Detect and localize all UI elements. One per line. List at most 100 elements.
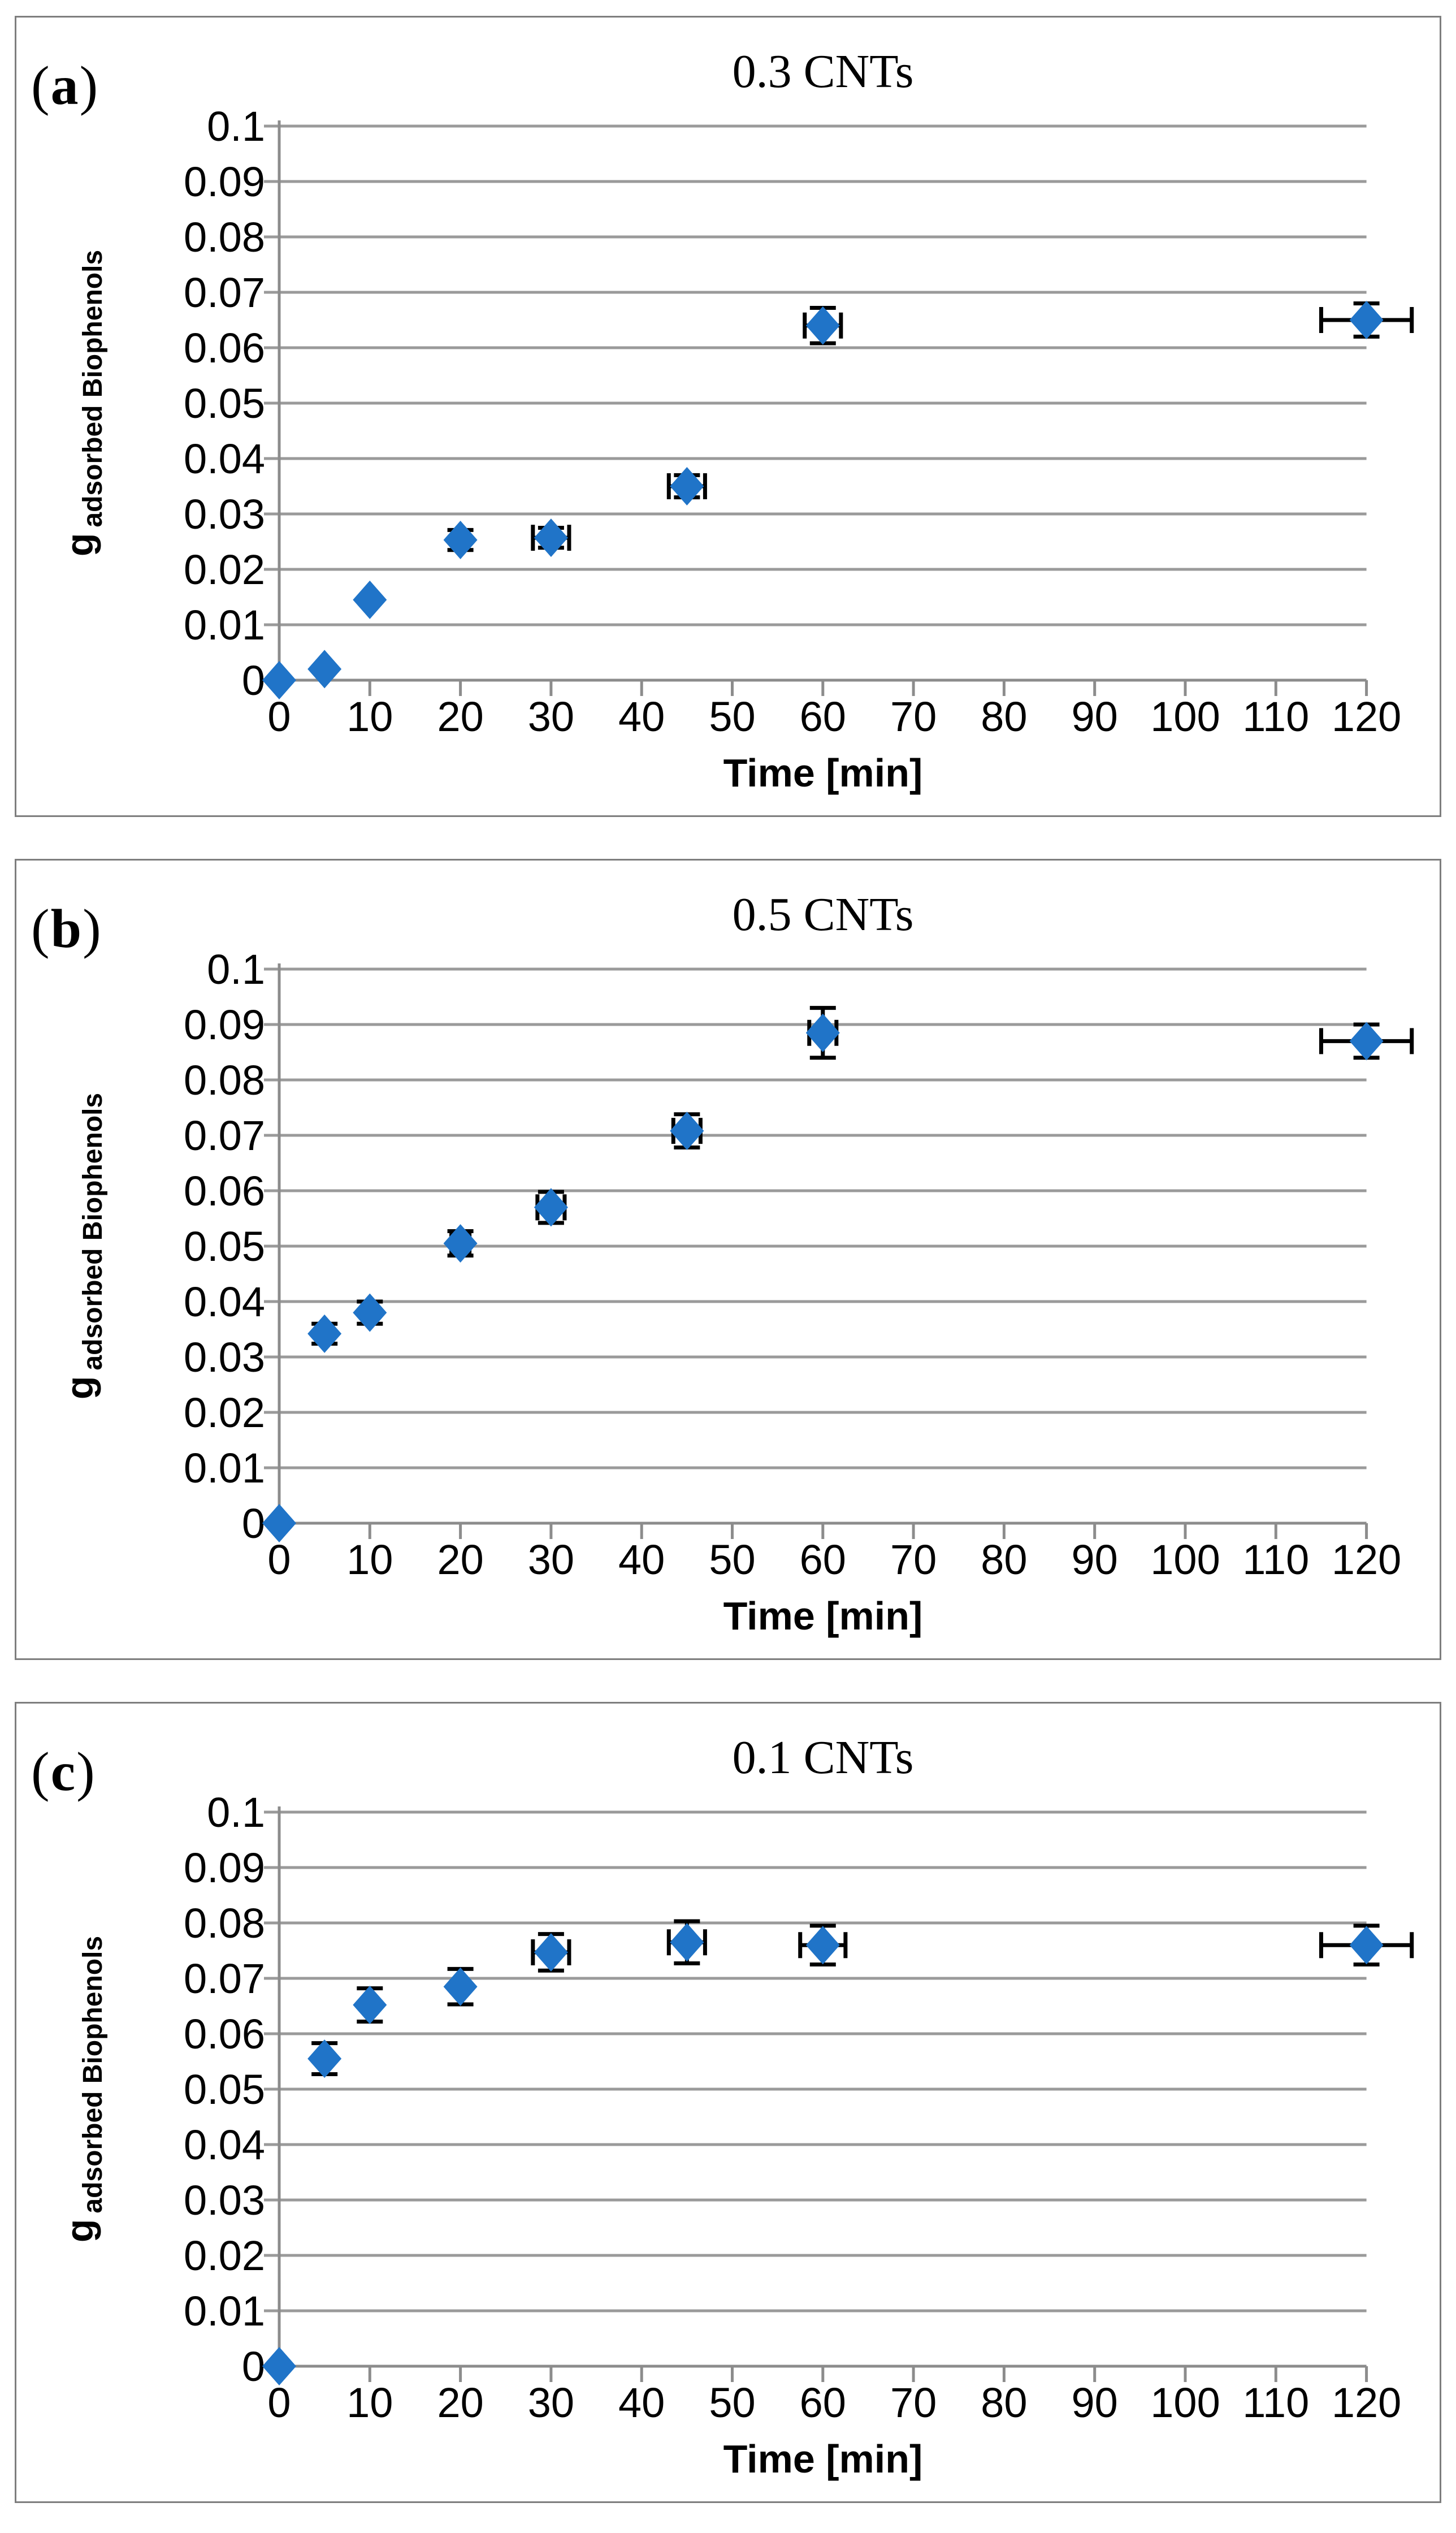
x-tick-label: 120 xyxy=(1332,2379,1401,2426)
x-axis-label: Time [min] xyxy=(723,1594,923,1638)
panel-letter-text: c xyxy=(50,1741,77,1803)
panel-b: (b) 0.5 CNTs gadsorbed Biophenols 0 0.01 0… xyxy=(15,859,1441,1660)
x-tick-label: 40 xyxy=(618,1536,665,1583)
x-tick-label: 40 xyxy=(618,2379,665,2426)
x-tick-label: 50 xyxy=(709,2379,755,2426)
panel-a: (a) 0.3 CNTs gadsorbed Biophenols 0 0.01 0… xyxy=(15,16,1441,817)
y-tick-label: 0.02 xyxy=(184,546,265,593)
x-tick-label: 0 xyxy=(267,2379,291,2426)
x-tick-label: 0 xyxy=(267,693,291,740)
data-point-marker xyxy=(1349,1926,1384,1965)
data-point-marker xyxy=(534,1933,568,1972)
x-tick-label: 80 xyxy=(981,2379,1027,2426)
data-point-marker xyxy=(443,521,478,560)
data-point-marker xyxy=(262,661,296,699)
y-tick-label: 0.04 xyxy=(184,2121,265,2168)
data-point-marker xyxy=(534,1188,568,1227)
y-tick-label: 0.06 xyxy=(184,2011,265,2057)
x-tick-label: 70 xyxy=(890,1536,937,1583)
chart-title: 0.3 CNTs xyxy=(732,45,914,98)
paren-close: ) xyxy=(83,898,102,959)
data-point-marker xyxy=(670,1112,704,1151)
data-point-marker xyxy=(307,650,342,689)
data-point-marker xyxy=(805,306,840,345)
y-tick-label: 0.03 xyxy=(184,2177,265,2224)
y-tick-label: 0.06 xyxy=(184,325,265,371)
y-tick-label: 0.1 xyxy=(207,946,265,993)
y-tick-label: 0.09 xyxy=(184,1001,265,1048)
x-tick-label: 20 xyxy=(437,693,483,740)
data-point-marker xyxy=(353,1986,387,2025)
y-tick-label: 0.1 xyxy=(207,1789,265,1836)
data-point-marker xyxy=(353,580,387,619)
x-tick-label: 50 xyxy=(709,1536,755,1583)
data-point-marker xyxy=(262,2347,296,2385)
x-tick-label: 30 xyxy=(528,693,574,740)
x-tick-label: 40 xyxy=(618,693,665,740)
y-tick-label: 0.07 xyxy=(184,269,265,316)
y-tick-label: 0.09 xyxy=(184,1844,265,1891)
data-point-marker xyxy=(670,467,704,505)
x-tick-label: 90 xyxy=(1072,2379,1118,2426)
x-tick-label: 0 xyxy=(267,1536,291,1583)
paren-open: ( xyxy=(31,1741,51,1803)
x-tick-label: 90 xyxy=(1072,693,1118,740)
data-point-marker xyxy=(805,1013,840,1052)
data-point-marker xyxy=(805,1926,840,1965)
y-tick-label: 0.03 xyxy=(184,491,265,538)
x-axis-label: Time [min] xyxy=(723,751,923,795)
y-tick-label: 0.08 xyxy=(184,1057,265,1104)
x-tick-label: 10 xyxy=(346,2379,393,2426)
data-point-marker xyxy=(534,518,568,557)
x-tick-label: 100 xyxy=(1150,693,1220,740)
x-tick-label: 60 xyxy=(800,2379,846,2426)
panel-letter-text: a xyxy=(50,55,80,116)
data-point-marker xyxy=(1349,301,1384,339)
x-tick-label: 70 xyxy=(890,2379,937,2426)
data-point-marker xyxy=(262,1504,296,1542)
x-tick-label: 20 xyxy=(437,1536,483,1583)
chart-title: 0.1 CNTs xyxy=(732,1731,914,1784)
x-tick-label: 80 xyxy=(981,693,1027,740)
y-tick-label: 0.08 xyxy=(184,214,265,261)
panel-letter-text: b xyxy=(50,898,83,959)
y-tick-label: 0.03 xyxy=(184,1334,265,1381)
chart-title: 0.5 CNTs xyxy=(732,888,914,941)
x-tick-label: 90 xyxy=(1072,1536,1118,1583)
paren-close: ) xyxy=(76,1741,96,1803)
paren-close: ) xyxy=(79,55,99,116)
x-tick-label: 110 xyxy=(1242,693,1309,740)
scatter-plot-b: 00.010.020.030.040.050.060.070.080.090.1… xyxy=(184,946,1414,1583)
y-tick-label: 0.01 xyxy=(184,602,265,649)
data-point-marker xyxy=(1349,1022,1384,1061)
x-tick-label: 60 xyxy=(800,1536,846,1583)
y-tick-label: 0.01 xyxy=(184,1445,265,1492)
x-tick-label: 50 xyxy=(709,693,755,740)
y-tick-label: 0.06 xyxy=(184,1168,265,1214)
x-tick-label: 30 xyxy=(528,2379,574,2426)
data-point-marker xyxy=(307,1314,342,1353)
data-point-marker xyxy=(443,1967,478,2006)
x-tick-label: 80 xyxy=(981,1536,1027,1583)
y-tick-label: 0.02 xyxy=(184,2232,265,2279)
x-tick-label: 10 xyxy=(346,693,393,740)
y-tick-label: 0.08 xyxy=(184,1900,265,1947)
y-tick-label: 0.07 xyxy=(184,1955,265,2002)
panel-letter-b: (b) xyxy=(31,901,102,957)
paren-open: ( xyxy=(31,898,51,959)
x-tick-label: 110 xyxy=(1242,1536,1309,1583)
x-axis-label: Time [min] xyxy=(723,2437,923,2481)
x-tick-label: 10 xyxy=(346,1536,393,1583)
x-tick-label: 100 xyxy=(1150,2379,1220,2426)
x-tick-label: 30 xyxy=(528,1536,574,1583)
y-tick-label: 0 xyxy=(242,1500,265,1547)
panel-letter-a: (a) xyxy=(31,58,99,114)
y-tick-label: 0.04 xyxy=(184,1278,265,1325)
panel-c: (c) 0.1 CNTs gadsorbed Biophenols 0 0.01 0… xyxy=(15,1702,1441,2503)
paren-open: ( xyxy=(31,55,51,116)
data-point-marker xyxy=(670,1923,704,1962)
x-tick-label: 100 xyxy=(1150,1536,1220,1583)
data-point-marker xyxy=(443,1224,478,1263)
x-tick-label: 60 xyxy=(800,693,846,740)
